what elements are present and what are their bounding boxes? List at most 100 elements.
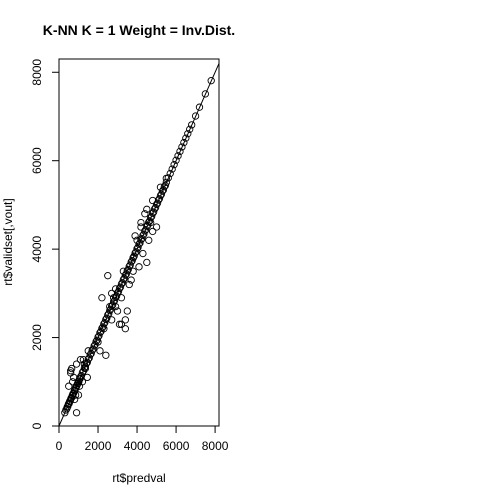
data-point: [125, 262, 133, 271]
data-point: [109, 294, 118, 302]
data-point: [131, 249, 139, 257]
data-point: [116, 283, 125, 291]
data-point: [141, 227, 149, 235]
data-point: [152, 223, 161, 231]
data-point: [149, 209, 157, 217]
data-point: [147, 214, 155, 222]
data-point: [75, 382, 84, 390]
data-point: [186, 125, 194, 133]
data-point: [180, 138, 188, 147]
data-point: [121, 271, 129, 279]
data-point: [115, 284, 124, 293]
data-point: [90, 342, 98, 350]
data-point: [117, 280, 126, 288]
data-point: [68, 364, 76, 373]
data-point: [108, 316, 116, 324]
data-point: [119, 267, 128, 275]
x-tick-label: 8000: [202, 439, 229, 453]
data-point: [89, 345, 97, 353]
data-point: [134, 243, 142, 252]
data-point: [117, 294, 126, 302]
data-point: [98, 294, 106, 302]
y-tick-label: 2000: [30, 324, 44, 351]
data-point: [113, 289, 122, 297]
data-point: [143, 205, 151, 213]
data-point: [130, 252, 138, 260]
data-point: [88, 346, 96, 355]
data-point: [121, 316, 129, 324]
x-tick-label: 6000: [163, 439, 190, 453]
data-point: [81, 364, 89, 373]
data-point: [139, 249, 147, 258]
data-point: [147, 218, 155, 227]
data-point: [80, 360, 89, 368]
data-point: [123, 267, 131, 275]
data-point: [69, 378, 77, 386]
data-point: [115, 320, 124, 328]
data-point: [137, 236, 145, 244]
data-point: [149, 196, 157, 205]
data-point: [174, 152, 182, 160]
data-point: [118, 279, 127, 287]
data-point: [138, 234, 146, 243]
data-points: [61, 77, 215, 417]
data-point: [140, 230, 148, 238]
data-point: [135, 263, 143, 271]
data-point: [94, 333, 102, 341]
data-point: [71, 391, 80, 399]
x-tick-label: 4000: [124, 439, 151, 453]
y-tick-label: 6000: [30, 147, 44, 174]
data-point: [154, 196, 163, 204]
data-point: [162, 174, 170, 183]
data-point: [195, 103, 204, 111]
data-point: [104, 311, 112, 319]
data-point: [99, 323, 107, 331]
data-point: [129, 267, 137, 275]
data-point: [166, 169, 174, 178]
y-tick-label: 4000: [30, 235, 44, 262]
data-point: [113, 307, 122, 315]
data-point: [100, 325, 108, 333]
data-point: [84, 347, 92, 355]
data-point: [111, 285, 120, 293]
data-point: [124, 265, 132, 274]
data-point: [170, 161, 178, 169]
data-point: [93, 336, 101, 344]
x-tick-label: 2000: [85, 439, 112, 453]
data-point: [86, 351, 94, 359]
data-point: [135, 240, 143, 248]
data-point: [149, 227, 157, 236]
data-point: [127, 258, 135, 266]
data-point: [106, 302, 114, 311]
data-point: [120, 274, 129, 282]
data-point: [168, 165, 176, 173]
data-point: [162, 178, 170, 187]
data-point: [100, 320, 108, 328]
data-point: [143, 222, 151, 231]
chart-title: K-NN K = 1 Weight = Inv.Dist.: [43, 22, 235, 38]
y-axis: 0 2000 4000 6000 8000: [30, 59, 60, 429]
data-point: [84, 355, 92, 363]
data-point: [76, 373, 85, 381]
data-point: [96, 329, 104, 337]
data-point: [146, 217, 154, 225]
data-point: [156, 191, 165, 200]
data-point: [143, 258, 151, 267]
data-point: [133, 236, 141, 244]
y-tick-label: 8000: [30, 59, 44, 86]
x-tick-label: 0: [56, 439, 63, 453]
data-point: [65, 382, 73, 390]
data-point: [139, 231, 147, 240]
data-point: [150, 205, 159, 213]
data-point: [102, 315, 110, 324]
data-point: [149, 208, 158, 216]
data-point: [145, 236, 153, 244]
data-point: [176, 147, 184, 156]
data-point: [133, 245, 141, 253]
data-point: [156, 183, 165, 191]
data-point: [158, 187, 167, 195]
data-point: [182, 134, 190, 142]
data-point: [137, 223, 145, 231]
data-point: [121, 325, 129, 333]
